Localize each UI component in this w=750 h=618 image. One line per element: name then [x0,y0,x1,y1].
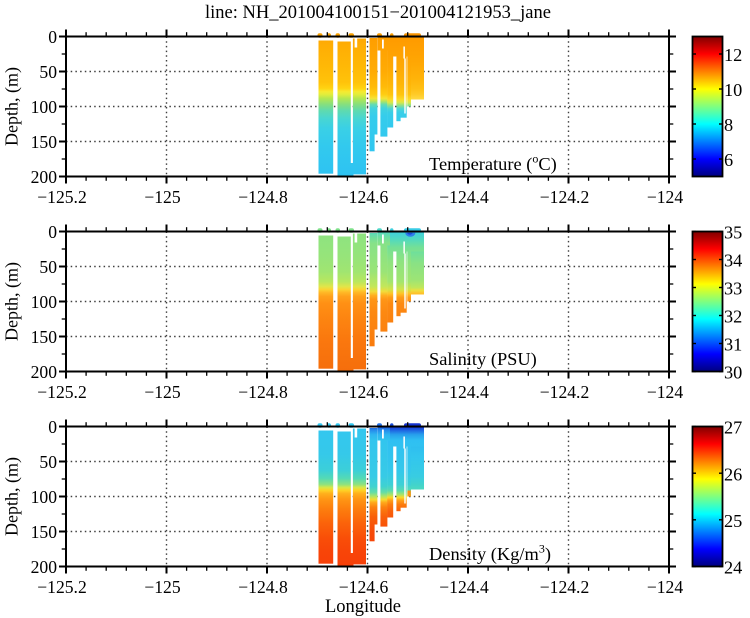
svg-text:−124.2: −124.2 [540,187,590,207]
svg-text:−124: −124 [647,187,684,207]
svg-text:−124.8: −124.8 [238,577,288,597]
svg-text:50: 50 [39,62,57,82]
svg-text:0: 0 [48,27,57,47]
svg-text:Salinity (PSU): Salinity (PSU) [429,349,537,370]
svg-text:100: 100 [31,97,58,117]
svg-text:−124.6: −124.6 [339,577,389,597]
svg-text:line: NH_201004100151−20100412: line: NH_201004100151−201004121953_jane [205,3,551,23]
svg-text:200: 200 [31,167,58,187]
svg-text:0: 0 [48,417,57,437]
svg-text:24: 24 [724,558,742,578]
svg-text:Temperature (oC): Temperature (oC) [429,151,557,175]
svg-text:−124.8: −124.8 [238,187,288,207]
svg-text:Depth, (m): Depth, (m) [2,67,23,146]
svg-text:8: 8 [724,115,733,135]
svg-text:−124: −124 [647,382,684,402]
svg-text:−125.2: −125.2 [37,382,87,402]
svg-text:12: 12 [724,45,742,65]
svg-text:−125: −125 [144,382,181,402]
svg-text:−124.4: −124.4 [439,382,489,402]
svg-text:26: 26 [724,464,742,484]
svg-text:100: 100 [31,487,58,507]
svg-text:150: 150 [31,132,58,152]
svg-text:32: 32 [724,307,742,327]
svg-text:150: 150 [31,327,58,347]
svg-text:−124.2: −124.2 [540,577,590,597]
svg-text:150: 150 [31,522,58,542]
svg-text:−125.2: −125.2 [37,577,87,597]
svg-text:34: 34 [724,251,742,271]
svg-text:−125: −125 [144,577,181,597]
svg-text:6: 6 [724,150,733,170]
svg-text:−125: −125 [144,187,181,207]
svg-text:Depth, (m): Depth, (m) [2,457,23,536]
svg-text:27: 27 [724,418,742,438]
svg-text:−124: −124 [647,577,684,597]
svg-text:200: 200 [31,362,58,382]
svg-text:−124.2: −124.2 [540,382,590,402]
svg-text:Depth, (m): Depth, (m) [2,262,23,341]
svg-text:−124.8: −124.8 [238,382,288,402]
svg-text:−125.2: −125.2 [37,187,87,207]
svg-text:10: 10 [724,80,742,100]
svg-text:35: 35 [724,223,742,243]
svg-text:−124.4: −124.4 [439,577,489,597]
svg-text:−124.6: −124.6 [339,187,389,207]
svg-text:200: 200 [31,557,58,577]
svg-text:31: 31 [724,335,742,355]
svg-text:100: 100 [31,292,58,312]
svg-text:0: 0 [48,222,57,242]
svg-text:−124.4: −124.4 [439,187,489,207]
svg-text:50: 50 [39,452,57,472]
svg-text:−124.6: −124.6 [339,382,389,402]
svg-text:33: 33 [724,279,742,299]
svg-text:Longitude: Longitude [325,597,401,617]
svg-text:Density (Kg/m3): Density (Kg/m3) [429,541,551,565]
svg-text:25: 25 [724,511,742,531]
svg-text:50: 50 [39,257,57,277]
svg-text:30: 30 [724,363,742,383]
